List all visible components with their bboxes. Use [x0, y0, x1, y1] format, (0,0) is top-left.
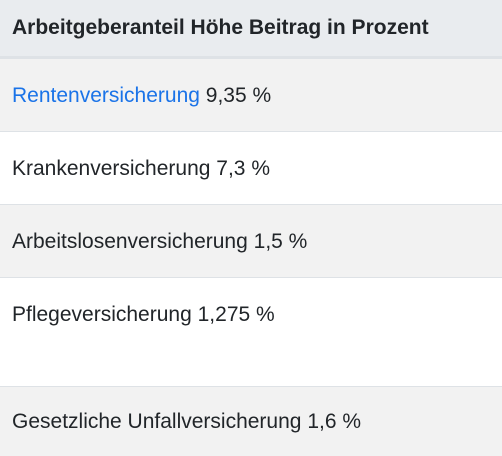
row-label: Gesetzliche Unfallversicherung [12, 410, 302, 433]
row-value: 7,3 % [216, 157, 270, 180]
row-label: Arbeitslosenversicherung [12, 230, 248, 253]
row-value: 9,35 % [205, 84, 272, 107]
row-value: 1,5 % [253, 230, 308, 253]
row-value: 1,6 % [307, 410, 362, 433]
row-label: Pflegeversicherung [12, 303, 192, 326]
table-header: Arbeitgeberanteil Höhe Beitrag in Prozen… [0, 0, 502, 58]
table-row: Arbeitslosenversicherung 1,5 % [0, 204, 502, 277]
table-header-label: Arbeitgeberanteil Höhe Beitrag in Prozen… [12, 16, 429, 39]
table-row: Gesetzliche Unfallversicherung 1,6 % [0, 386, 502, 456]
table-row: Krankenversicherung 7,3 % [0, 131, 502, 204]
table-row: Pflegeversicherung 1,275 % [0, 277, 502, 386]
row-value: 1,275 % [197, 303, 275, 326]
row-label: Krankenversicherung [12, 157, 211, 180]
table-row: Rentenversicherung 9,35 % [0, 58, 502, 131]
rentenversicherung-link[interactable]: Rentenversicherung [12, 84, 200, 107]
